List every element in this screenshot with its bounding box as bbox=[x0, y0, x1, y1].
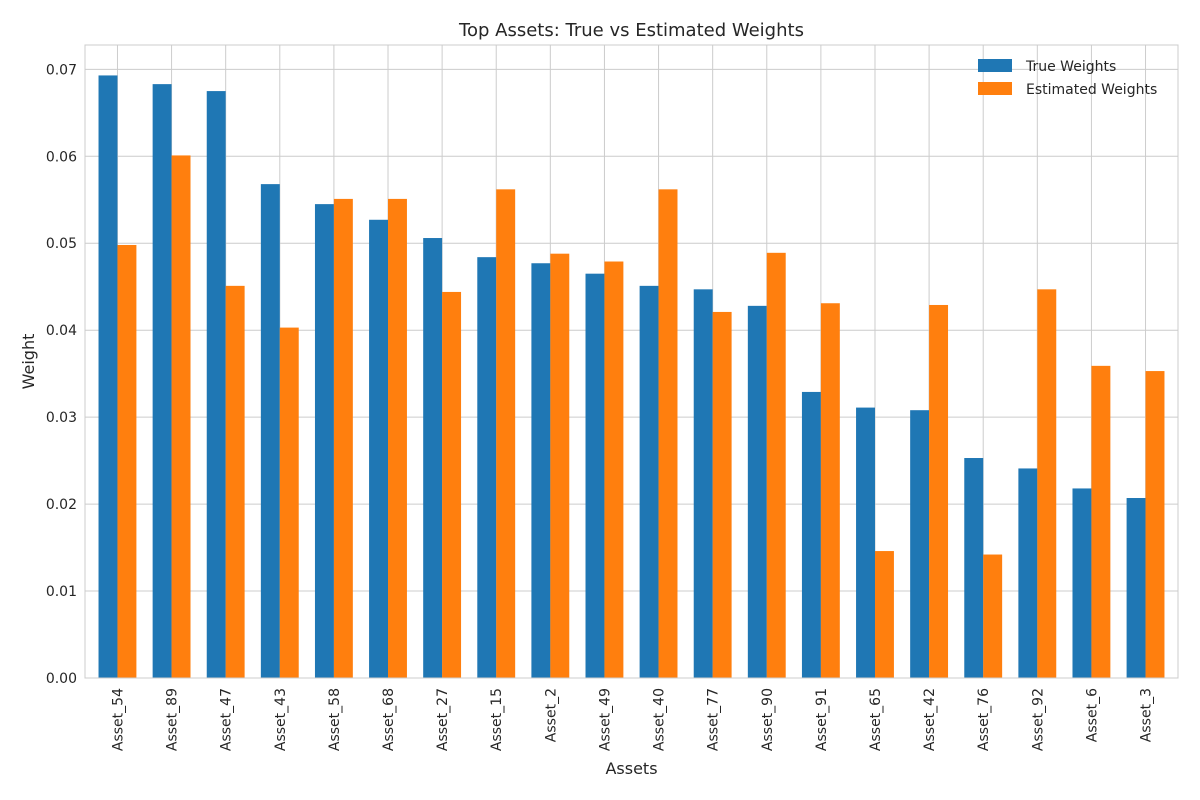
bar-true-asset_89 bbox=[152, 84, 172, 678]
x-tick-label: Asset_43 bbox=[273, 688, 289, 751]
bar-estimated-asset_43 bbox=[279, 327, 299, 678]
x-tick-label: Asset_2 bbox=[543, 688, 559, 742]
chart-title: Top Assets: True vs Estimated Weights bbox=[458, 20, 804, 41]
bar-estimated-asset_65 bbox=[874, 551, 894, 678]
bar-estimated-asset_6 bbox=[1091, 365, 1111, 678]
x-tick-label: Asset_47 bbox=[219, 688, 235, 751]
y-ticks: 0.00 0.01 0.02 0.03 0.04 0.05 0.06 0.07 bbox=[46, 62, 77, 687]
legend: True Weights Estimated Weights bbox=[978, 59, 1157, 98]
x-tick-label: Asset_27 bbox=[435, 688, 451, 751]
bar-true-asset_65 bbox=[856, 407, 875, 678]
bar-estimated-asset_91 bbox=[820, 303, 840, 678]
bar-true-asset_40 bbox=[639, 285, 659, 678]
bar-estimated-asset_47 bbox=[225, 285, 245, 678]
y-tick-label: 0.00 bbox=[46, 671, 77, 687]
y-tick-label: 0.07 bbox=[46, 62, 77, 78]
bar-true-asset_42 bbox=[910, 410, 930, 678]
x-tick-label: Asset_77 bbox=[706, 688, 722, 751]
x-tick-label: Asset_3 bbox=[1139, 688, 1155, 742]
bar-true-asset_43 bbox=[260, 184, 280, 678]
bar-estimated-asset_54 bbox=[117, 244, 137, 678]
bar-estimated-asset_27 bbox=[442, 291, 462, 678]
x-tick-label: Asset_54 bbox=[110, 688, 126, 751]
bar-true-asset_90 bbox=[747, 305, 767, 678]
bar-estimated-asset_2 bbox=[550, 253, 570, 678]
bar-true-asset_91 bbox=[801, 391, 821, 678]
bar-estimated-asset_89 bbox=[171, 155, 191, 679]
x-tick-label: Asset_89 bbox=[165, 688, 181, 751]
y-tick-label: 0.04 bbox=[46, 323, 77, 339]
x-tick-label: Asset_92 bbox=[1030, 688, 1046, 751]
x-tick-label: Asset_91 bbox=[814, 688, 830, 751]
bar-true-asset_3 bbox=[1126, 498, 1146, 678]
x-tick-label: Asset_65 bbox=[868, 688, 884, 751]
legend-swatch-true bbox=[978, 59, 1012, 72]
bar-estimated-asset_76 bbox=[983, 554, 1003, 678]
bar-true-asset_2 bbox=[531, 263, 551, 678]
bar-true-asset_6 bbox=[1072, 488, 1092, 678]
x-tick-label: Asset_49 bbox=[597, 688, 613, 751]
y-axis-label: Weight bbox=[19, 334, 38, 390]
y-tick-label: 0.02 bbox=[46, 497, 77, 513]
legend-label: Estimated Weights bbox=[1026, 82, 1157, 98]
x-tick-label: Asset_68 bbox=[381, 688, 397, 751]
bar-true-asset_47 bbox=[206, 91, 226, 678]
y-tick-label: 0.03 bbox=[46, 410, 77, 426]
x-axis-label: Assets bbox=[605, 759, 657, 778]
x-tick-label: Asset_42 bbox=[922, 688, 938, 751]
bar-true-asset_15 bbox=[477, 257, 497, 678]
y-tick-label: 0.05 bbox=[46, 236, 77, 252]
bar-true-asset_92 bbox=[1018, 468, 1038, 678]
x-tick-label: Asset_40 bbox=[652, 688, 668, 751]
y-tick-label: 0.01 bbox=[46, 584, 77, 600]
bar-true-asset_27 bbox=[423, 238, 443, 678]
bar-estimated-asset_49 bbox=[604, 261, 624, 678]
x-tick-label: Asset_90 bbox=[760, 688, 776, 751]
x-ticks: Asset_54 Asset_89 Asset_47 Asset_43 Asset_58… bbox=[110, 688, 1154, 751]
bar-true-asset_76 bbox=[964, 458, 984, 678]
x-tick-label: Asset_76 bbox=[976, 688, 992, 751]
bar-true-asset_49 bbox=[585, 273, 605, 678]
bar-estimated-asset_15 bbox=[496, 189, 516, 679]
bar-true-asset_77 bbox=[693, 289, 713, 678]
bar-estimated-asset_58 bbox=[333, 198, 353, 678]
bar-estimated-asset_77 bbox=[712, 311, 732, 678]
x-tick-label: Asset_15 bbox=[489, 688, 505, 751]
bar-estimated-asset_68 bbox=[388, 198, 407, 678]
plot-frame bbox=[84, 44, 1179, 679]
legend-label: True Weights bbox=[1025, 59, 1116, 75]
bar-true-asset_54 bbox=[98, 75, 118, 679]
bar-estimated-asset_3 bbox=[1145, 371, 1165, 678]
bar-true-asset_58 bbox=[314, 204, 334, 678]
x-tick-label: Asset_58 bbox=[327, 688, 343, 751]
legend-swatch-estimated bbox=[978, 82, 1012, 95]
bar-estimated-asset_42 bbox=[929, 304, 949, 678]
bar-true-asset_68 bbox=[369, 219, 389, 678]
y-tick-label: 0.06 bbox=[46, 149, 77, 165]
bar-estimated-asset_40 bbox=[658, 189, 678, 679]
x-tick-label: Asset_6 bbox=[1084, 688, 1100, 742]
bars bbox=[98, 75, 1165, 679]
bar-estimated-asset_92 bbox=[1037, 289, 1057, 678]
bar-estimated-asset_90 bbox=[766, 252, 786, 678]
